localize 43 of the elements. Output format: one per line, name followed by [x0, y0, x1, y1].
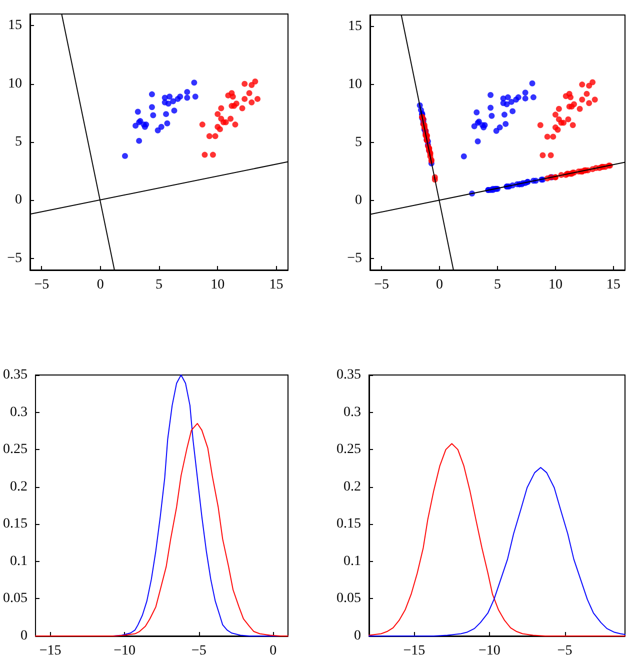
x-tick-label: 10	[210, 278, 225, 292]
y-tick-label: 0.2	[10, 479, 28, 494]
x-tick-label: −10	[478, 644, 500, 658]
x-tick-label: 0	[270, 644, 277, 658]
x-tick-label: 5	[156, 278, 162, 292]
y-tick-label: 0	[355, 192, 362, 208]
y-tick-label: 0.25	[336, 442, 361, 458]
x-tick-label: −5	[191, 644, 206, 658]
y-tick-label: 5	[355, 135, 362, 150]
x-tick-label: 0	[436, 278, 444, 292]
y-tick-label: 10	[8, 76, 22, 92]
y-tick-label: 0.15	[3, 516, 28, 532]
x-tick-label: −15	[39, 644, 62, 658]
x-tick-label: −10	[114, 644, 136, 658]
x-tick-label: 15	[606, 278, 620, 292]
x-tick-label: −5	[34, 278, 50, 292]
x-tick-label: 0	[96, 278, 104, 292]
y-tick-label: 0	[354, 628, 361, 644]
y-tick-label: 0.1	[344, 554, 361, 569]
y-tick-label: 0	[20, 628, 28, 644]
y-tick-label: 0.1	[10, 554, 28, 569]
y-tick-label: 0.15	[336, 516, 361, 532]
x-tick-label: 15	[269, 278, 284, 292]
y-tick-label: 0.3	[10, 404, 28, 420]
y-tick-label: 5	[15, 134, 22, 150]
y-tick-label: 0	[15, 192, 22, 208]
y-tick-label: 0.05	[336, 591, 361, 606]
x-tick-label: −5	[557, 644, 572, 658]
y-tick-label: 15	[8, 18, 22, 34]
x-tick-label: −5	[374, 278, 390, 292]
y-tick-label: 0.35	[3, 368, 28, 382]
y-tick-label: −5	[7, 250, 22, 266]
x-tick-label: 10	[548, 278, 562, 292]
x-tick-label: 5	[494, 278, 501, 292]
y-tick-label: 0.05	[3, 591, 28, 606]
y-tick-label: 0.25	[3, 442, 28, 458]
y-tick-label: 15	[348, 19, 362, 34]
y-tick-label: 0.35	[336, 368, 361, 382]
y-tick-label: 0.2	[344, 479, 361, 494]
y-tick-label: 0.3	[344, 404, 361, 420]
y-tick-label: 10	[348, 77, 362, 92]
y-tick-label: −5	[347, 250, 362, 266]
x-tick-label: −15	[403, 644, 426, 658]
